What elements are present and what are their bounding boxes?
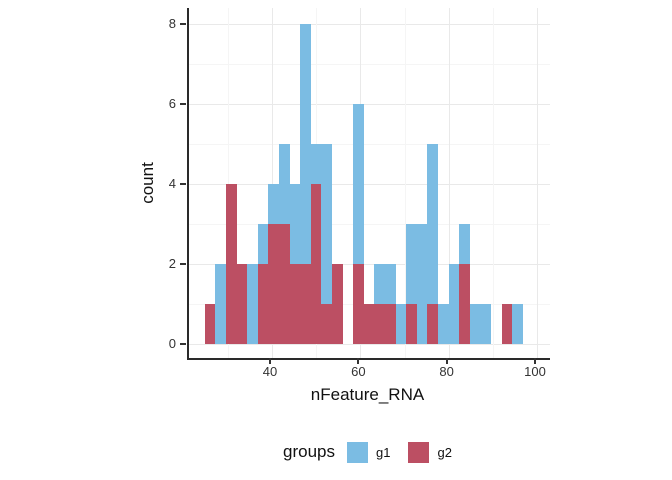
histogram-bar-g1 — [448, 264, 460, 344]
y-tick-mark — [180, 103, 186, 105]
histogram-bar-g1 — [395, 304, 407, 344]
histogram-bar-g2 — [353, 264, 364, 344]
histogram-bar-g2 — [321, 304, 333, 344]
legend-swatch — [408, 441, 430, 463]
y-tick-label: 4 — [168, 176, 176, 191]
legend: groups g1 g2 — [187, 440, 548, 464]
x-tick-mark — [269, 358, 271, 364]
histogram-bar-g1 — [416, 224, 428, 344]
gridline-y-major — [189, 184, 550, 185]
gridline-x-minor — [227, 8, 229, 358]
histogram-bar-g1 — [353, 104, 364, 344]
legend-items: g1 g2 — [347, 441, 452, 463]
histogram-bar-g1 — [512, 304, 523, 344]
legend-item-label: g2 — [437, 444, 452, 460]
x-tick-mark — [445, 358, 448, 364]
x-tick-label: 80 — [439, 364, 454, 379]
y-tick-mark — [180, 263, 186, 265]
histogram-bar-g2 — [406, 304, 417, 344]
histogram-bar-g2 — [226, 184, 237, 344]
gridline-x-major — [272, 8, 273, 358]
x-axis-title: nFeature_RNA — [310, 385, 425, 404]
histogram-bar-g2 — [427, 304, 439, 344]
x-tick-mark — [357, 358, 360, 364]
x-tick-label: 60 — [351, 364, 366, 379]
histogram-bar-g1 — [469, 304, 481, 344]
histogram-bar-g2 — [374, 304, 386, 344]
histogram-bar-g2 — [268, 224, 280, 344]
histogram-bar-g2 — [332, 264, 343, 344]
histogram-bar-g1 — [406, 224, 417, 344]
gridline-x-major — [537, 8, 538, 358]
gridline-y-major — [189, 24, 550, 25]
histogram-bar-g1 — [321, 144, 333, 344]
y-tick-label: 0 — [168, 336, 176, 351]
y-tick-label: 6 — [168, 96, 176, 111]
y-tick-mark — [180, 183, 186, 185]
histogram-bar-g1 — [427, 144, 439, 344]
histogram-bar-g1 — [438, 304, 449, 344]
histogram-bar-g2 — [279, 224, 290, 344]
gridline-y-major — [189, 344, 550, 345]
histogram-bar-g2 — [300, 264, 311, 344]
y-tick-mark — [180, 23, 186, 25]
histogram-bar-g2 — [501, 304, 513, 344]
gridline-x-minor — [492, 8, 494, 358]
histogram-bar-g2 — [363, 304, 375, 344]
histogram-bar-g2 — [289, 264, 301, 344]
y-tick-mark — [180, 343, 186, 345]
histogram-bar-g2 — [385, 304, 396, 344]
histogram-bar-g2 — [257, 264, 269, 344]
histogram-bar-g2 — [459, 264, 470, 344]
histogram-bar-g1 — [300, 24, 311, 344]
x-tick-mark — [534, 358, 536, 364]
legend-item: g2 — [408, 441, 452, 463]
gridline-x-minor — [404, 8, 406, 358]
gridline-y-major — [189, 104, 550, 105]
legend-swatch — [347, 441, 369, 463]
histogram-bar-g2 — [236, 264, 248, 344]
gridline-y-minor — [189, 224, 550, 225]
histogram-bar-g1 — [480, 304, 492, 344]
legend-item: g1 — [347, 441, 391, 463]
plot-panel — [187, 8, 550, 360]
x-tick-label: 100 — [524, 364, 546, 379]
y-tick-label: 8 — [168, 16, 176, 31]
histogram-bar-g2 — [310, 184, 322, 344]
histogram-bar-g1 — [215, 264, 227, 344]
histogram-bar-g2 — [204, 304, 216, 344]
x-tick-label: 40 — [262, 364, 278, 379]
y-tick-label: 2 — [168, 256, 176, 271]
legend-title: groups — [283, 442, 336, 461]
gridline-x-major — [448, 8, 450, 358]
gridline-y-minor — [189, 144, 550, 145]
gridline-y-major — [189, 264, 550, 265]
legend-item-label: g1 — [376, 444, 391, 460]
histogram-bar-g1 — [247, 264, 258, 344]
gridline-y-minor — [189, 64, 550, 65]
